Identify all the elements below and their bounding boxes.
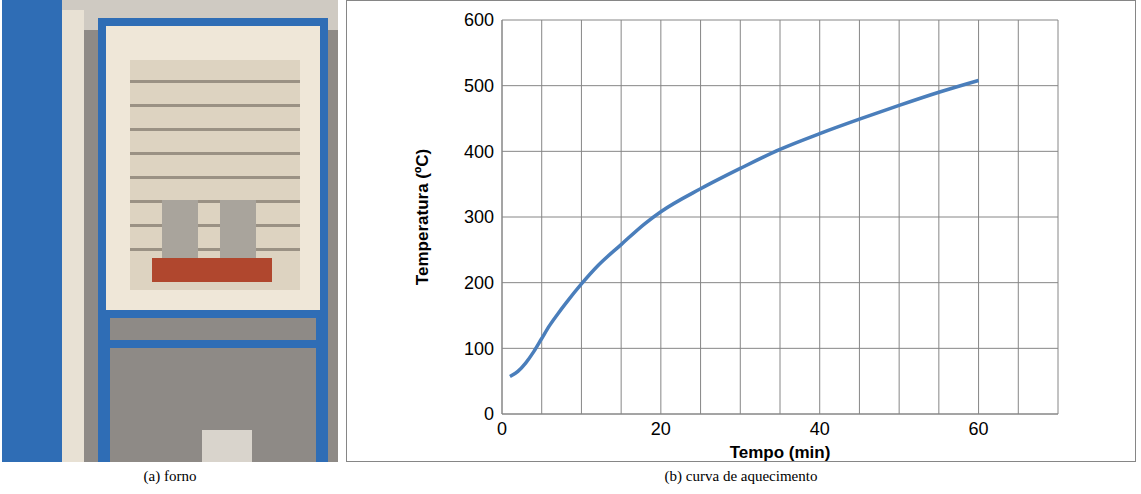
svg-text:200: 200 — [464, 273, 494, 293]
svg-text:500: 500 — [464, 76, 494, 96]
svg-text:600: 600 — [464, 10, 494, 30]
html-text:(a) forno: (a) forno — [143, 468, 197, 484]
svg-text:100: 100 — [464, 339, 494, 359]
svg-text:0: 0 — [484, 404, 494, 424]
svg-text:Temperatura (ºC): Temperatura (ºC) — [413, 149, 432, 285]
svg-text:300: 300 — [464, 207, 494, 227]
svg-text:40: 40 — [810, 419, 830, 439]
html-text:(b) curva de aquecimento: (b) curva de aquecimento — [664, 468, 818, 484]
svg-text:60: 60 — [969, 419, 989, 439]
svg-text:20: 20 — [651, 419, 671, 439]
svg-text:Tempo (min): Tempo (min) — [730, 443, 831, 462]
svg-text:400: 400 — [464, 142, 494, 162]
svg-text:0: 0 — [497, 419, 507, 439]
